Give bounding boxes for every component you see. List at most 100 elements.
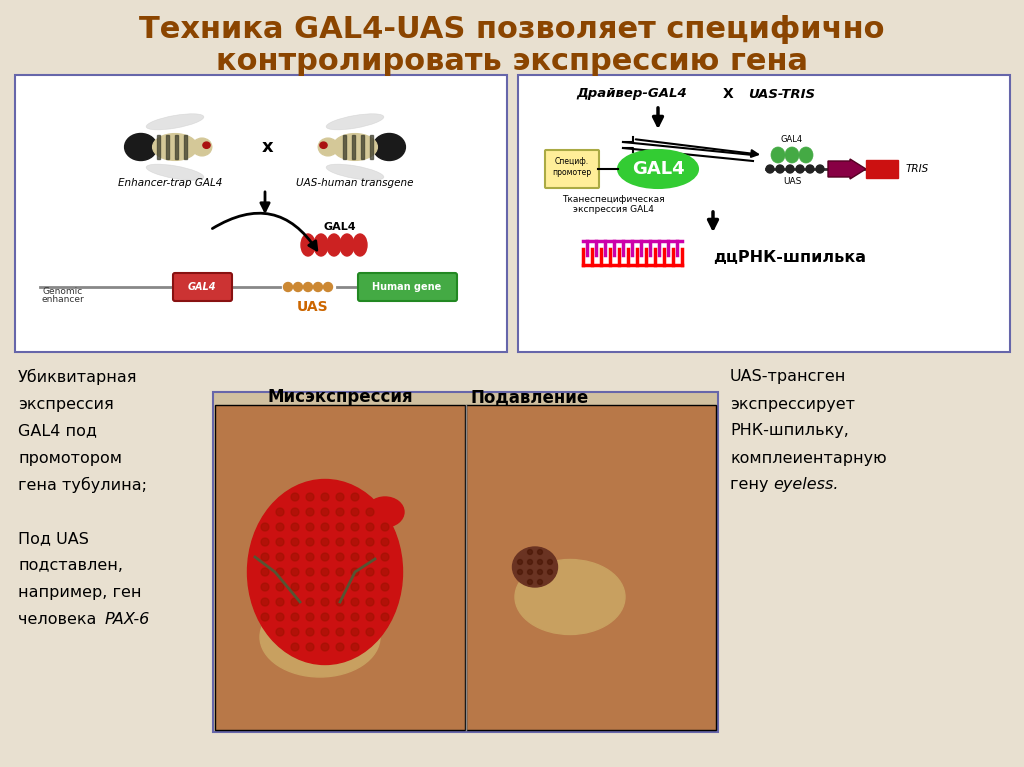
Bar (184, 135, 187, 159)
Ellipse shape (291, 553, 299, 561)
Ellipse shape (321, 493, 329, 501)
Ellipse shape (366, 538, 374, 546)
Ellipse shape (303, 282, 312, 291)
Ellipse shape (321, 523, 329, 531)
Ellipse shape (261, 553, 269, 561)
Bar (175, 135, 178, 159)
Ellipse shape (321, 538, 329, 546)
Ellipse shape (786, 165, 794, 173)
Ellipse shape (538, 570, 543, 574)
Text: x: x (262, 138, 273, 156)
Ellipse shape (327, 164, 384, 180)
Ellipse shape (806, 165, 814, 173)
Text: Под UAS: Под UAS (18, 532, 89, 547)
Ellipse shape (314, 234, 328, 256)
Text: Специф.
промотер: Специф. промотер (552, 157, 592, 176)
Text: Драйвер-GAL4: Драйвер-GAL4 (575, 87, 687, 100)
Ellipse shape (366, 628, 374, 636)
Ellipse shape (327, 114, 384, 130)
Ellipse shape (276, 598, 284, 606)
Ellipse shape (336, 628, 344, 636)
Ellipse shape (351, 508, 359, 516)
Ellipse shape (321, 553, 329, 561)
Text: enhancer: enhancer (42, 295, 84, 304)
Ellipse shape (351, 613, 359, 621)
Bar (866, 160, 898, 178)
Ellipse shape (351, 493, 359, 501)
Ellipse shape (381, 583, 389, 591)
Ellipse shape (351, 628, 359, 636)
Ellipse shape (321, 628, 329, 636)
Ellipse shape (260, 597, 380, 677)
FancyArrow shape (828, 159, 866, 179)
Ellipse shape (319, 142, 327, 148)
Text: UAS-TRIS: UAS-TRIS (748, 87, 815, 100)
Ellipse shape (381, 523, 389, 531)
Ellipse shape (291, 628, 299, 636)
Ellipse shape (351, 598, 359, 606)
Ellipse shape (203, 142, 210, 148)
Ellipse shape (336, 613, 344, 621)
Ellipse shape (306, 538, 314, 546)
Ellipse shape (301, 234, 315, 256)
Text: UAS-human transgene: UAS-human transgene (296, 178, 414, 188)
Bar (370, 135, 373, 159)
Bar (158, 135, 160, 159)
Ellipse shape (366, 553, 374, 561)
Text: Подавление: Подавление (471, 388, 589, 406)
Ellipse shape (276, 628, 284, 636)
Text: Убиквитарная: Убиквитарная (18, 369, 137, 385)
Ellipse shape (785, 147, 799, 163)
Text: человека: человека (18, 613, 101, 627)
Ellipse shape (336, 568, 344, 576)
Text: UAS: UAS (297, 300, 329, 314)
Ellipse shape (381, 538, 389, 546)
Text: GAL4: GAL4 (187, 282, 216, 292)
FancyBboxPatch shape (518, 75, 1010, 352)
Bar (352, 135, 354, 159)
Ellipse shape (318, 138, 338, 156)
Ellipse shape (291, 598, 299, 606)
Text: экспрессирует: экспрессирует (730, 397, 855, 412)
Ellipse shape (799, 147, 813, 163)
Ellipse shape (527, 559, 532, 565)
Text: X: X (723, 87, 733, 101)
Ellipse shape (261, 598, 269, 606)
Ellipse shape (291, 583, 299, 591)
Text: комплеиентарную: комплеиентарную (730, 450, 887, 466)
Ellipse shape (336, 493, 344, 501)
Ellipse shape (381, 568, 389, 576)
Ellipse shape (291, 493, 299, 501)
Ellipse shape (618, 150, 698, 188)
FancyBboxPatch shape (213, 392, 718, 732)
Ellipse shape (321, 508, 329, 516)
Ellipse shape (538, 580, 543, 584)
Text: Мисэкспрессия: Мисэкспрессия (267, 388, 413, 406)
Ellipse shape (291, 643, 299, 651)
Ellipse shape (321, 643, 329, 651)
Ellipse shape (515, 559, 625, 634)
Ellipse shape (351, 523, 359, 531)
Bar (360, 135, 364, 159)
Text: Тканеспецифическая: Тканеспецифическая (562, 196, 665, 205)
Ellipse shape (306, 628, 314, 636)
Ellipse shape (276, 613, 284, 621)
Ellipse shape (248, 479, 402, 664)
Ellipse shape (306, 583, 314, 591)
Text: Техника GAL4-UAS позволяет специфично: Техника GAL4-UAS позволяет специфично (139, 15, 885, 44)
Ellipse shape (291, 523, 299, 531)
Text: UAS-трансген: UAS-трансген (730, 370, 847, 384)
Ellipse shape (193, 138, 212, 156)
FancyBboxPatch shape (545, 150, 599, 188)
Ellipse shape (261, 583, 269, 591)
Ellipse shape (366, 568, 374, 576)
Ellipse shape (366, 583, 374, 591)
Ellipse shape (351, 568, 359, 576)
FancyBboxPatch shape (215, 405, 465, 730)
Ellipse shape (291, 508, 299, 516)
Ellipse shape (776, 165, 784, 173)
Ellipse shape (353, 234, 367, 256)
Ellipse shape (381, 598, 389, 606)
Text: GAL4: GAL4 (632, 160, 684, 178)
Ellipse shape (276, 568, 284, 576)
